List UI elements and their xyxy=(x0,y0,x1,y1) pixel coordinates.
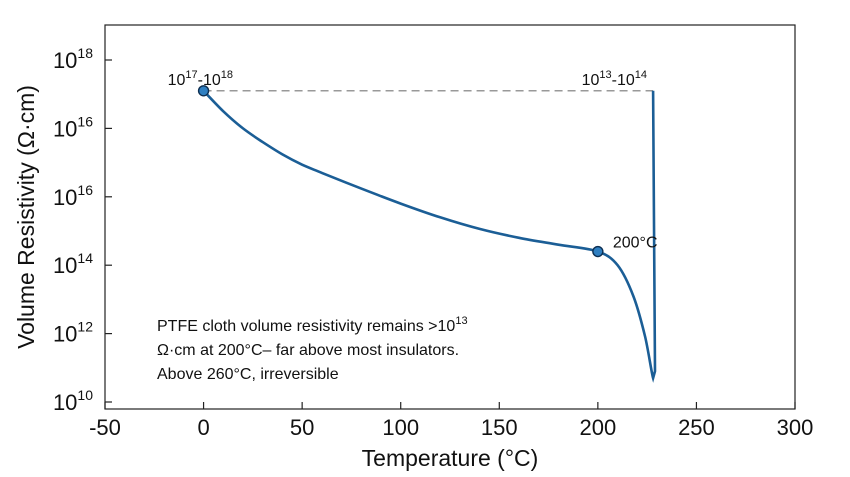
y-axis-ticks: 1010 1012 1014 1016 1016 1018 xyxy=(53,45,112,415)
x-tick-label: 100 xyxy=(382,415,419,440)
data-marker xyxy=(592,245,604,258)
x-tick-label: 150 xyxy=(481,415,518,440)
x-tick-label: 250 xyxy=(678,415,715,440)
x-tick-label: -50 xyxy=(89,415,121,440)
note-line-1: PTFE cloth volume resistivity remains >1… xyxy=(157,315,468,335)
note-line-2: Ω·cm at 200°C– far above most insulators… xyxy=(157,342,459,359)
y-axis-label: Volume Resistivity (Ω·cm) xyxy=(13,85,39,349)
data-marker xyxy=(197,85,210,97)
x-tick-label: 0 xyxy=(197,415,209,440)
x-axis-label: Temperature (°C) xyxy=(362,445,539,471)
x-tick-label: 300 xyxy=(777,415,814,440)
x-tick-label: 50 xyxy=(290,415,314,440)
y-tick-label: 1010 xyxy=(53,387,93,415)
x-tick-label: 200 xyxy=(579,415,616,440)
reference-label: 1013-1014 xyxy=(582,69,647,89)
y-tick-label: 1016 xyxy=(53,113,93,141)
note-line-3: Above 260°C, irreversible xyxy=(157,366,339,383)
plot-area-frame xyxy=(104,24,796,410)
series-line xyxy=(202,89,657,383)
y-tick-label: 1014 xyxy=(53,250,93,278)
x-axis-ticks: -50 0 50 100 150 200 250 300 xyxy=(89,402,813,440)
data-markers: 1017-1018 200°C xyxy=(168,69,658,258)
y-tick-label: 1016 xyxy=(53,182,93,210)
y-tick-label: 1018 xyxy=(53,45,93,73)
marker-label: 200°C xyxy=(613,235,658,252)
annotation-note: PTFE cloth volume resistivity remains >1… xyxy=(157,315,468,383)
marker-label: 1017-1018 xyxy=(168,69,233,89)
y-tick-label: 1012 xyxy=(53,319,93,347)
